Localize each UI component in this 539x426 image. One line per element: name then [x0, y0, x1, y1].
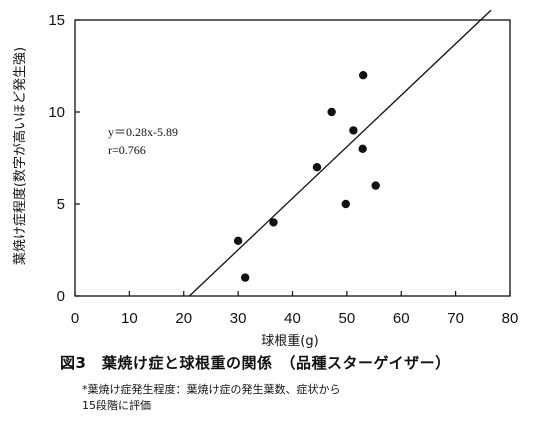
x-tick-label: 30 [230, 310, 247, 327]
x-tick-label: 70 [447, 310, 464, 327]
data-point [327, 107, 336, 117]
regression-layer [188, 9, 492, 297]
x-tick-label: 60 [393, 310, 410, 327]
y-tick-label: 5 [57, 196, 65, 213]
data-point [269, 218, 278, 227]
data-point [233, 236, 243, 245]
correlation-coefficient: r=0.766 [108, 143, 146, 157]
data-point [341, 199, 350, 209]
plot-frame [74, 19, 511, 297]
data-point [358, 144, 367, 153]
x-tick-label: 50 [339, 310, 356, 327]
x-tick-label: 0 [71, 310, 79, 327]
x-axis-title: 球根重(g) [261, 333, 318, 349]
x-tick-label: 10 [121, 310, 138, 327]
data-points [233, 71, 380, 282]
axes: 0 10 20 30 40 50 60 70 80 0 5 10 15 [48, 12, 518, 327]
y-axis-title: 葉焼け症程度(数字が高いほど発生強) [12, 47, 28, 265]
regression-line [188, 9, 492, 297]
data-point [358, 71, 368, 80]
footnote-line-1: *葉焼け症発生程度：葉焼け症の発生葉数、症状から [82, 383, 341, 396]
data-point [240, 273, 250, 282]
data-point [312, 163, 322, 172]
y-tick-label: 15 [48, 12, 65, 29]
x-tick-label: 40 [284, 310, 301, 327]
data-point [371, 181, 380, 190]
x-tick-label: 20 [175, 310, 192, 327]
y-tick-label: 0 [57, 288, 65, 305]
figure-caption: 図3 葉焼け症と球根重の関係 （品種スターゲイザー） [60, 354, 451, 372]
y-tick-label: 10 [48, 104, 65, 121]
x-tick-label: 80 [502, 310, 519, 327]
footnote-line-2: 15段階に評価 [82, 399, 151, 412]
data-point [349, 126, 358, 135]
regression-equation: y＝0.28x-5.89 [108, 125, 178, 139]
